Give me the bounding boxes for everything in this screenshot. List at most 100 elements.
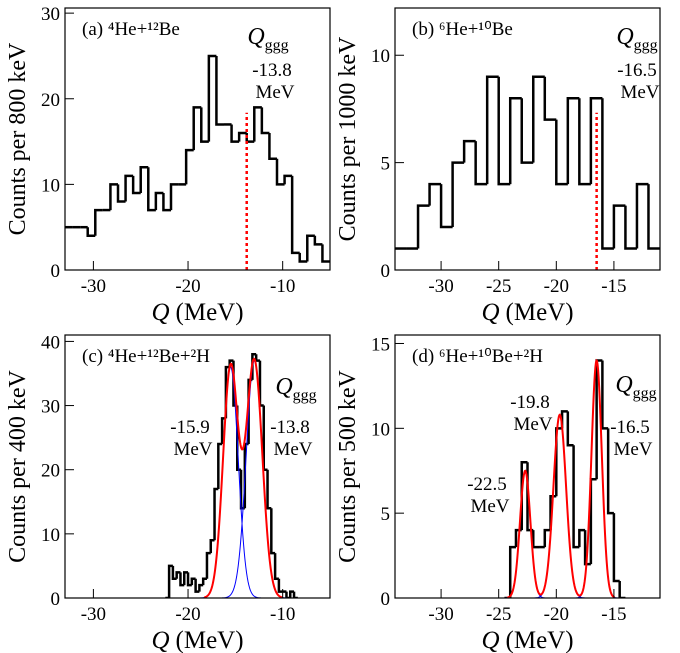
plot-area bbox=[504, 358, 626, 598]
histogram-bin bbox=[451, 161, 465, 228]
histogram-bin bbox=[213, 487, 219, 541]
y-tick-label: 10 bbox=[41, 525, 60, 546]
y-axis-label: Counts per 500 keV bbox=[335, 370, 361, 563]
histogram-bin bbox=[289, 590, 295, 598]
y-tick-label: 5 bbox=[381, 154, 391, 175]
q-label: Qggg bbox=[275, 374, 316, 404]
y-tick-label: 10 bbox=[41, 175, 60, 196]
histogram-bin bbox=[139, 166, 149, 193]
q-symbol: Q bbox=[616, 24, 633, 50]
y-tick-label: 0 bbox=[51, 261, 61, 282]
histogram-bin bbox=[175, 571, 181, 579]
histogram-bin bbox=[162, 192, 171, 212]
x-axis-symbol: Q bbox=[481, 627, 499, 653]
q-subscript: ggg bbox=[633, 385, 657, 402]
x-tick-label: -20 bbox=[544, 604, 569, 625]
histogram-bin bbox=[169, 183, 179, 211]
annotation-unit: MeV bbox=[273, 439, 312, 460]
annotation-unit: MeV bbox=[620, 82, 659, 103]
histogram-bin bbox=[497, 76, 511, 186]
histogram-bin bbox=[270, 508, 276, 555]
plot-frame bbox=[394, 7, 661, 271]
x-axis-symbol: Q bbox=[151, 627, 169, 653]
histogram-bin bbox=[416, 204, 430, 249]
histogram-bin bbox=[184, 148, 194, 185]
histogram-bin bbox=[532, 75, 545, 163]
x-tick-label: -30 bbox=[81, 276, 106, 297]
histogram-bin bbox=[192, 106, 202, 151]
histogram-bin bbox=[606, 428, 614, 515]
q-label: Qggg bbox=[616, 24, 657, 54]
histogram-bin bbox=[131, 175, 141, 195]
annotation-value: -22.5 bbox=[467, 474, 507, 495]
histogram-bin bbox=[583, 530, 591, 566]
x-tick-label: -10 bbox=[270, 604, 295, 625]
histogram-bin bbox=[237, 131, 247, 142]
x-tick-label: -25 bbox=[486, 604, 511, 625]
y-tick-label: 0 bbox=[51, 589, 61, 610]
histogram-bin bbox=[116, 184, 126, 203]
x-tick-label: -30 bbox=[81, 604, 106, 625]
panel-label: (a) ⁴He+¹²Be bbox=[82, 19, 180, 40]
x-tick-label: -15 bbox=[601, 276, 626, 297]
y-axis-label: Counts per 1000 keV bbox=[335, 36, 361, 241]
q-label: Qggg bbox=[247, 24, 288, 54]
histogram-bin bbox=[94, 208, 103, 236]
histogram-bin bbox=[186, 572, 192, 587]
annotation-unit: MeV bbox=[470, 496, 509, 517]
x-tick-label: -25 bbox=[486, 276, 511, 297]
annotation-value: -15.9 bbox=[170, 417, 210, 438]
histogram-bin bbox=[277, 578, 283, 593]
q-subscript: ggg bbox=[634, 37, 658, 54]
panel: -30 -25 -20 -15 0 5 10 15 (d) ⁶He+¹⁰Be+²H Q (MeV) C… bbox=[335, 334, 661, 653]
panel-label: (d) ⁶He+¹⁰Be+²H bbox=[412, 346, 543, 367]
x-axis-symbol: Q bbox=[481, 299, 499, 326]
histogram-bin bbox=[194, 578, 200, 593]
histogram-bin bbox=[201, 577, 207, 586]
histogram-bin bbox=[635, 182, 649, 249]
histogram-bin bbox=[578, 528, 586, 548]
histogram-bin bbox=[230, 124, 240, 143]
histogram-bin bbox=[207, 54, 217, 142]
x-tick-label: -30 bbox=[428, 276, 453, 297]
histogram-bin bbox=[171, 565, 177, 581]
x-tick-label: -15 bbox=[601, 604, 626, 625]
q-subscript: ggg bbox=[265, 37, 289, 54]
histogram-bin bbox=[612, 513, 620, 583]
histogram-bin bbox=[154, 191, 164, 211]
histogram-bin bbox=[217, 442, 223, 489]
histogram-bin bbox=[532, 530, 540, 549]
histogram-bin bbox=[260, 107, 270, 135]
histogram-bin bbox=[275, 158, 285, 186]
histogram-bin bbox=[205, 551, 211, 579]
q-symbol: Q bbox=[275, 374, 292, 400]
histogram-bin bbox=[601, 360, 609, 430]
annotation-value: -19.8 bbox=[510, 392, 550, 413]
histogram-bin bbox=[566, 411, 574, 447]
histogram-bin bbox=[179, 572, 185, 587]
plot-area bbox=[165, 352, 298, 598]
histogram-bin bbox=[86, 227, 96, 238]
histogram-bin bbox=[462, 139, 476, 163]
y-tick-label: 0 bbox=[381, 261, 391, 282]
histogram-bin bbox=[624, 205, 637, 250]
histogram-bin bbox=[290, 175, 300, 255]
x-tick-label: -20 bbox=[175, 276, 200, 297]
histogram-bin bbox=[543, 76, 557, 121]
histogram-bin bbox=[283, 174, 293, 185]
histogram-bin bbox=[520, 98, 534, 164]
y-tick-label: 10 bbox=[371, 419, 390, 440]
histogram-bin bbox=[292, 591, 298, 598]
histogram-bin bbox=[543, 528, 551, 548]
y-tick-label: 20 bbox=[41, 90, 60, 111]
y-axis-label: Counts per 400 keV bbox=[5, 370, 31, 563]
histogram-bin bbox=[618, 581, 626, 598]
histogram-bin bbox=[109, 183, 118, 211]
histogram-bin bbox=[298, 252, 308, 263]
q-symbol: Q bbox=[615, 372, 632, 398]
histogram-bin bbox=[167, 564, 173, 598]
x-tick-label: -30 bbox=[428, 604, 453, 625]
y-tick-label: 10 bbox=[371, 46, 390, 67]
histogram-bin bbox=[612, 204, 626, 249]
histogram-bin bbox=[200, 107, 209, 143]
